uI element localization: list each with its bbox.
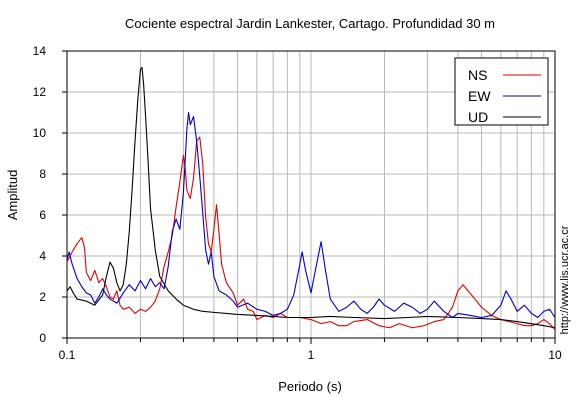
y-axis-label: Amplitud — [5, 170, 20, 221]
series-layer — [66, 66, 556, 331]
y-tick-label: 8 — [39, 167, 46, 181]
y-tick-label: 4 — [39, 249, 46, 263]
legend-box — [454, 57, 549, 126]
y-tick-label: 2 — [39, 290, 46, 304]
y-tick-label: 14 — [33, 44, 47, 58]
source-url-note: http://www.lis.ucr.ac.cr — [559, 225, 571, 334]
y-tick-label: 6 — [39, 208, 46, 222]
legend: NS EW UD — [454, 57, 549, 126]
series-line-ud — [66, 66, 556, 329]
chart-title: Cociente espectral Jardin Lankester, Car… — [125, 16, 495, 31]
x-tick-label: 1 — [308, 348, 315, 362]
x-tick-label: 10 — [548, 348, 562, 362]
series-line-ns — [66, 136, 556, 331]
x-axis-label: Periodo (s) — [278, 379, 342, 394]
series-line-ew — [66, 111, 556, 319]
y-tick-label: 12 — [33, 85, 47, 99]
legend-label-ud: UD — [468, 109, 488, 125]
legend-label-ew: EW — [468, 88, 491, 104]
legend-label-ns: NS — [468, 67, 487, 83]
y-tick-label: 0 — [39, 331, 46, 345]
y-tick-label: 10 — [33, 126, 47, 140]
x-tick-label: 0.1 — [59, 348, 76, 362]
axis-ticks: 0.1 1 10 0 2 4 6 8 10 12 14 — [33, 44, 562, 362]
